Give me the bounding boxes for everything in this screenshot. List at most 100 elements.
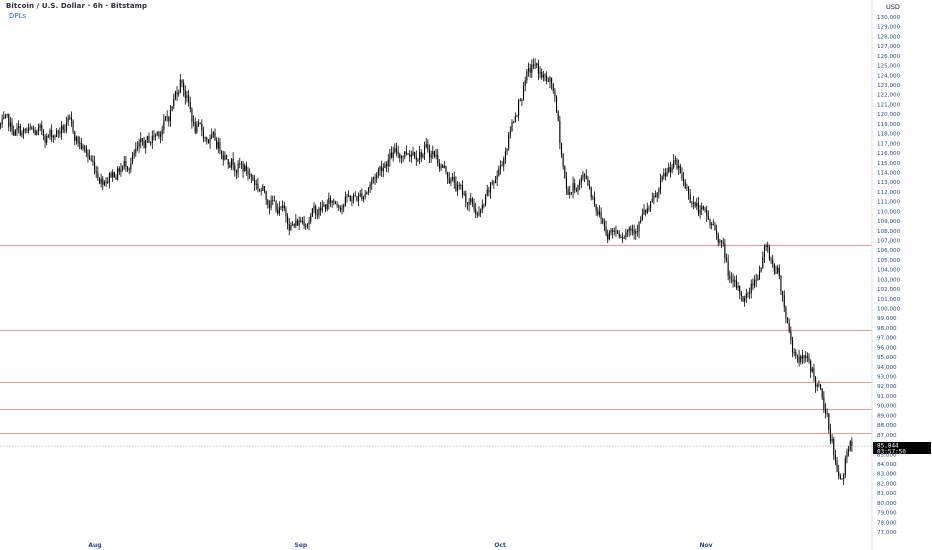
- candle-body: [655, 195, 657, 198]
- candle-body: [36, 131, 38, 135]
- candle-body: [821, 388, 823, 398]
- candle-body: [828, 413, 830, 430]
- candle-body: [650, 201, 652, 209]
- candle-body: [34, 130, 36, 135]
- candle-body: [143, 140, 145, 149]
- candle-body: [796, 355, 798, 357]
- candle-body: [494, 179, 497, 183]
- candle-body: [14, 130, 16, 136]
- candle-body: [780, 275, 782, 292]
- candle-body: [168, 117, 170, 122]
- price-tick-label: 127,000: [877, 44, 901, 50]
- candle-body: [589, 185, 591, 188]
- candle-body: [364, 194, 366, 198]
- candle-body: [496, 175, 498, 180]
- candle-body: [102, 178, 104, 185]
- candle-body: [97, 172, 99, 179]
- candle-body: [618, 233, 620, 237]
- candle-body: [504, 151, 506, 159]
- candle-body: [4, 115, 6, 118]
- candle-body: [118, 168, 120, 172]
- candle-body: [37, 127, 39, 132]
- candle-body: [834, 455, 836, 461]
- price-tick-label: 113,000: [877, 180, 901, 186]
- candle-body: [547, 81, 549, 82]
- candle-body: [709, 219, 711, 225]
- candle-body: [67, 117, 69, 123]
- candle-body: [394, 148, 396, 153]
- candle-body: [795, 352, 797, 356]
- last-price-tag: 85,844 03:57:50: [873, 442, 931, 456]
- candlestick-series: [0, 58, 853, 485]
- candle-body: [84, 145, 86, 147]
- candle-body: [437, 155, 439, 164]
- candle-body: [161, 129, 163, 135]
- candle-body: [740, 292, 742, 297]
- candle-body: [358, 195, 360, 201]
- candle-body: [465, 193, 467, 203]
- candle-body: [113, 172, 115, 178]
- candle-body: [201, 123, 203, 131]
- candle-body: [255, 183, 257, 185]
- candle-body: [671, 167, 673, 172]
- candle-body: [432, 151, 434, 155]
- candle-body: [207, 140, 209, 144]
- candle-body: [752, 283, 754, 286]
- candle-body: [298, 220, 300, 226]
- candle-body: [204, 137, 206, 139]
- candle-body: [77, 137, 79, 143]
- indicator-label[interactable]: DPLs: [9, 12, 27, 20]
- candle-body: [300, 220, 302, 223]
- candle-body: [592, 197, 594, 199]
- price-tick-label: 121,000: [877, 102, 901, 108]
- price-tick-label: 126,000: [877, 54, 901, 60]
- candle-body: [640, 220, 642, 223]
- candle-body: [831, 438, 833, 441]
- candle-body: [722, 241, 724, 244]
- candle-body: [260, 190, 262, 192]
- candle-body: [453, 176, 455, 183]
- candle-body: [13, 131, 15, 136]
- candle-body: [656, 192, 658, 198]
- candle-body: [117, 168, 119, 180]
- candle-body: [273, 200, 275, 202]
- candle-body: [87, 153, 89, 157]
- candle-body: [338, 205, 340, 208]
- candle-body: [787, 317, 789, 323]
- candle-body: [430, 154, 432, 158]
- price-tick-label: 101,000: [877, 297, 901, 303]
- candle-body: [369, 184, 371, 189]
- candle-body: [664, 173, 666, 177]
- candle-body: [47, 135, 49, 137]
- candle-body: [272, 200, 274, 202]
- candle-body: [470, 198, 472, 202]
- candle-body: [107, 181, 109, 184]
- candle-body: [196, 125, 198, 133]
- candle-body: [521, 99, 523, 102]
- candle-body: [235, 170, 237, 173]
- candle-body: [806, 356, 808, 358]
- candle-body: [28, 127, 30, 131]
- candle-body: [70, 117, 72, 121]
- candle-body: [353, 195, 355, 201]
- candle-body: [348, 195, 350, 197]
- candle-body: [321, 206, 323, 211]
- candle-body: [230, 158, 233, 168]
- candle-body: [130, 163, 132, 170]
- candle-body: [587, 178, 589, 186]
- price-axis[interactable]: 77,000 78,000 79,000 80,000 81,000 82,000 83,0…: [877, 15, 901, 536]
- candle-body: [75, 137, 77, 141]
- candle-body: [259, 188, 261, 191]
- candle-body: [582, 174, 584, 178]
- price-tick-label: 83,000: [877, 472, 897, 478]
- candle-body: [798, 356, 800, 363]
- price-tick-label: 95,000: [877, 355, 897, 361]
- candle-body: [757, 278, 759, 281]
- candle-body: [42, 130, 44, 137]
- candle-body: [245, 165, 247, 172]
- time-axis[interactable]: Aug Sep Oct Nov: [88, 542, 712, 549]
- candle-body: [836, 460, 838, 472]
- candle-body: [62, 125, 64, 130]
- candle-body: [404, 151, 406, 157]
